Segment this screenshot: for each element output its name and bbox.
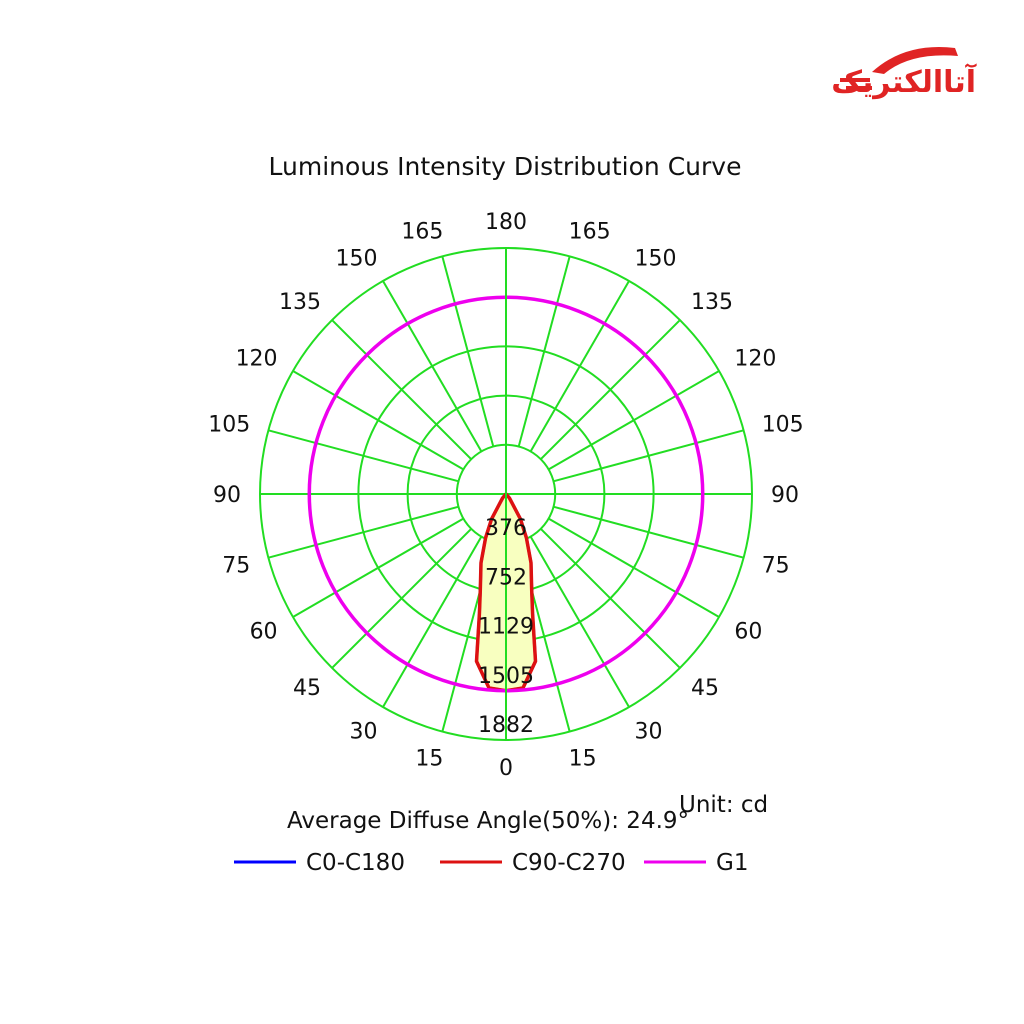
brand-logo-text: آتاالکتریک xyxy=(831,63,976,100)
angle-labels: 0 15 30 45 60 75 90 105 120 135 150 165 180 15 30 45 60 7… xyxy=(208,210,803,781)
grid-spoke xyxy=(529,535,630,708)
angle-label-left: 135 xyxy=(279,290,321,315)
grid-spoke xyxy=(292,370,465,471)
angle-label-left: 75 xyxy=(222,554,250,579)
angle-label-left: 105 xyxy=(208,412,250,437)
diffuse-angle-label: Average Diffuse Angle(50%): 24.9° xyxy=(287,808,689,834)
radial-tick-label: 1129 xyxy=(478,615,534,640)
angle-label-left: 0 xyxy=(499,756,513,781)
angle-label-right: 150 xyxy=(635,247,677,272)
angle-label-right: 45 xyxy=(691,676,719,701)
grid-spoke xyxy=(268,505,459,559)
grid-spoke xyxy=(529,280,630,453)
grid-spoke xyxy=(547,370,720,471)
grid-spoke xyxy=(539,527,681,669)
legend: C0-C180 C90-C270 G1 xyxy=(234,850,748,876)
grid-spoke xyxy=(553,505,744,559)
angle-label-right: 75 xyxy=(762,554,790,579)
angle-label-right: 120 xyxy=(734,347,776,372)
grid-spoke xyxy=(547,517,720,618)
radial-tick-label: 1505 xyxy=(478,664,534,689)
grid-spoke xyxy=(292,517,465,618)
grid-spoke xyxy=(553,429,744,483)
unit-label: Unit: cd xyxy=(679,792,768,818)
angle-label-left: 60 xyxy=(250,620,278,645)
angle-label-right: 30 xyxy=(635,719,663,744)
grid-spoke xyxy=(441,256,495,447)
angle-label-right: 135 xyxy=(691,290,733,315)
angle-label-left: 45 xyxy=(293,676,321,701)
brand-speed-lines-icon xyxy=(840,78,872,90)
angle-label-right: 90 xyxy=(771,483,799,508)
grid-spoke xyxy=(268,429,459,483)
angle-label-left: 120 xyxy=(236,347,278,372)
brand-swoosh-icon xyxy=(872,47,958,74)
grid-spoke xyxy=(517,256,571,447)
grid-spoke xyxy=(331,527,473,669)
radial-tick-label: 376 xyxy=(485,516,527,541)
radial-tick-label: 1882 xyxy=(478,713,534,738)
grid-spoke xyxy=(382,280,483,453)
radial-tick-labels: 376 752 1129 1505 1882 xyxy=(478,516,534,738)
angle-label-left: 180 xyxy=(485,210,527,235)
angle-label-left: 15 xyxy=(415,747,443,772)
legend-label: C90-C270 xyxy=(512,850,626,876)
angle-label-left: 150 xyxy=(336,247,378,272)
angle-label-left: 165 xyxy=(401,219,443,244)
angle-label-right: 60 xyxy=(734,620,762,645)
angle-label-left: 30 xyxy=(350,719,378,744)
legend-label: C0-C180 xyxy=(306,850,405,876)
grid-spoke xyxy=(539,319,681,461)
angle-label-left: 90 xyxy=(213,483,241,508)
chart-title: Luminous Intensity Distribution Curve xyxy=(269,152,742,181)
radial-tick-label: 752 xyxy=(485,565,527,590)
brand-logo: آتاالکتریک xyxy=(831,47,977,100)
angle-label-right: 165 xyxy=(569,219,611,244)
angle-label-right: 15 xyxy=(569,747,597,772)
series-curves xyxy=(307,248,705,740)
grid-spoke xyxy=(331,319,473,461)
grid-spoke xyxy=(382,535,483,708)
angle-label-right: 105 xyxy=(762,412,804,437)
legend-label: G1 xyxy=(716,850,748,876)
